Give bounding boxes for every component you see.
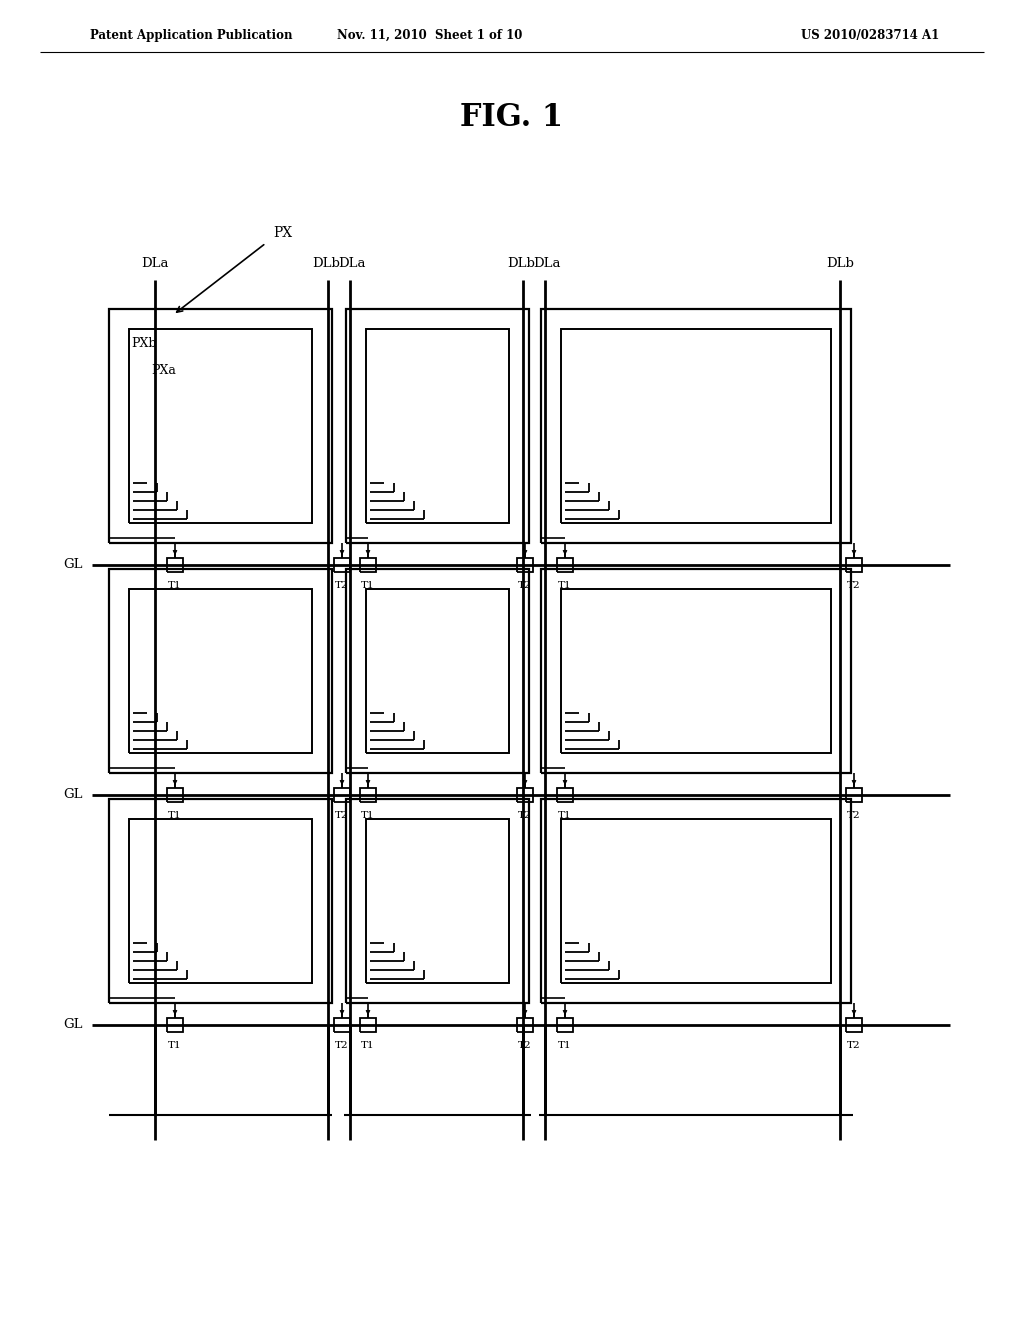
Text: T2: T2 xyxy=(847,581,861,590)
Text: T2: T2 xyxy=(847,1041,861,1049)
Text: DLa: DLa xyxy=(141,257,169,271)
Text: T1: T1 xyxy=(361,581,375,590)
Text: T2: T2 xyxy=(335,810,349,820)
Text: DLa: DLa xyxy=(338,257,366,271)
Text: T2: T2 xyxy=(847,810,861,820)
Text: US 2010/0283714 A1: US 2010/0283714 A1 xyxy=(801,29,939,41)
Text: FIG. 1: FIG. 1 xyxy=(461,103,563,133)
Text: T1: T1 xyxy=(361,810,375,820)
Text: T2: T2 xyxy=(518,810,531,820)
Text: T1: T1 xyxy=(558,581,571,590)
Text: T2: T2 xyxy=(518,1041,531,1049)
Text: DLb: DLb xyxy=(826,257,854,271)
Text: GL: GL xyxy=(63,1019,83,1031)
Text: PXa: PXa xyxy=(151,364,176,378)
Text: PXb: PXb xyxy=(131,337,157,350)
Text: DLa: DLa xyxy=(534,257,561,271)
Text: T2: T2 xyxy=(335,581,349,590)
Text: T2: T2 xyxy=(335,1041,349,1049)
Text: GL: GL xyxy=(63,558,83,572)
Text: T1: T1 xyxy=(558,1041,571,1049)
Text: T1: T1 xyxy=(558,810,571,820)
Text: T2: T2 xyxy=(518,581,531,590)
Text: Nov. 11, 2010  Sheet 1 of 10: Nov. 11, 2010 Sheet 1 of 10 xyxy=(337,29,522,41)
Text: DLb: DLb xyxy=(507,257,535,271)
Text: T1: T1 xyxy=(168,1041,182,1049)
Text: Patent Application Publication: Patent Application Publication xyxy=(90,29,293,41)
Text: DLb: DLb xyxy=(312,257,340,271)
Text: PX: PX xyxy=(273,226,292,240)
Text: T1: T1 xyxy=(168,810,182,820)
Text: T1: T1 xyxy=(168,581,182,590)
Text: T1: T1 xyxy=(361,1041,375,1049)
Text: GL: GL xyxy=(63,788,83,801)
